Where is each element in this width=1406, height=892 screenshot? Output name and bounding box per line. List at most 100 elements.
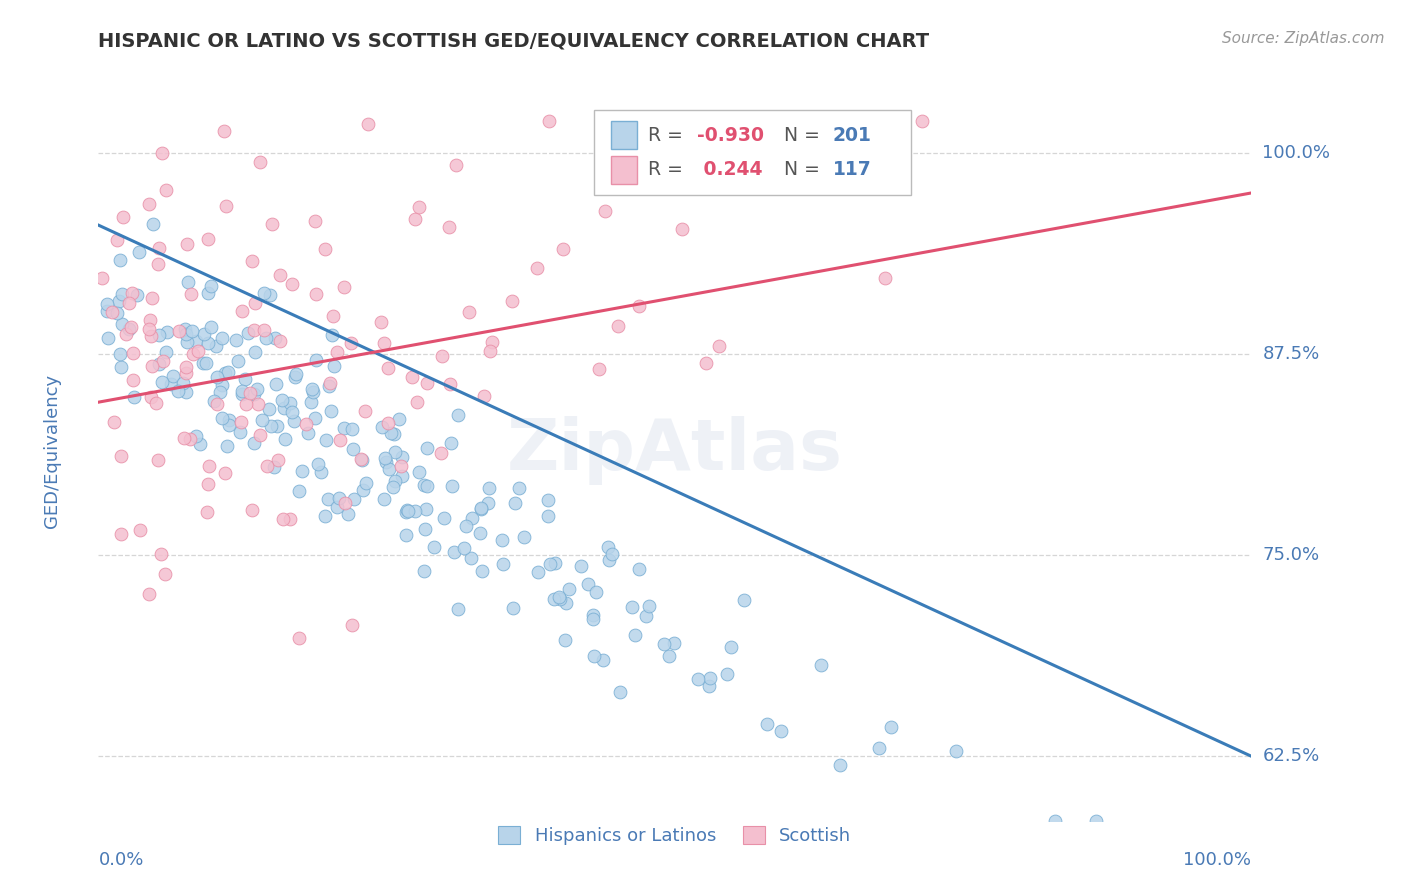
Point (380, 426, 402, 441)
Point (250, 413, 273, 427)
Point (254, 331, 277, 345)
Point (181, 324, 204, 338)
Point (527, 565, 550, 579)
Point (146, 258, 169, 272)
FancyBboxPatch shape (595, 110, 911, 195)
Point (211, 377, 233, 392)
Point (339, 336, 361, 351)
Point (491, 533, 513, 548)
Point (830, 758, 852, 772)
Point (658, 649, 681, 664)
Point (149, 547, 172, 561)
Point (544, 557, 567, 571)
Point (122, 373, 145, 387)
Point (569, 559, 592, 574)
Point (492, 557, 515, 571)
Point (505, 496, 527, 510)
Text: R =: R = (648, 126, 689, 145)
Point (319, 376, 342, 390)
Point (373, 492, 395, 507)
Point (373, 335, 395, 350)
Point (281, 277, 304, 291)
Point (96, 304, 118, 318)
Point (211, 331, 233, 345)
Point (707, 339, 730, 353)
Point (262, 217, 284, 231)
Point (770, 723, 793, 738)
Text: Source: ZipAtlas.com: Source: ZipAtlas.com (1222, 31, 1385, 46)
Point (354, 404, 377, 418)
Point (555, 596, 578, 610)
Point (202, 394, 225, 409)
Point (443, 545, 465, 559)
Point (654, 637, 676, 651)
Point (193, 327, 215, 342)
Point (141, 291, 163, 305)
Point (328, 491, 350, 506)
Point (316, 491, 339, 506)
Point (111, 210, 134, 224)
Point (627, 300, 650, 314)
Point (96, 297, 118, 311)
Point (301, 384, 323, 399)
Point (945, 744, 967, 758)
Point (180, 287, 202, 301)
Point (209, 385, 232, 400)
Point (217, 365, 239, 379)
Point (873, 271, 896, 285)
Point (583, 648, 606, 663)
Point (596, 541, 619, 555)
Point (401, 369, 423, 384)
Point (179, 432, 201, 446)
Point (197, 286, 219, 301)
Point (231, 303, 253, 318)
Point (444, 159, 467, 173)
Point (404, 212, 426, 227)
Point (197, 477, 219, 491)
Point (454, 518, 477, 533)
Point (446, 602, 468, 616)
Point (253, 323, 276, 337)
Point (108, 294, 131, 309)
Point (332, 280, 354, 294)
Point (176, 334, 198, 349)
Point (215, 439, 238, 453)
Point (479, 344, 502, 359)
Point (810, 657, 832, 672)
Point (406, 395, 429, 409)
Point (270, 393, 292, 408)
Point (433, 511, 456, 525)
Point (408, 200, 430, 214)
Point (340, 422, 363, 436)
Point (148, 328, 170, 343)
Point (141, 359, 163, 373)
Point (513, 530, 536, 544)
Point (720, 640, 742, 654)
Point (110, 527, 132, 541)
Point (238, 326, 260, 340)
Point (304, 214, 326, 228)
Point (592, 653, 614, 667)
Point (122, 390, 145, 404)
Point (246, 397, 269, 411)
Point (281, 405, 304, 419)
Point (593, 204, 616, 219)
Point (315, 433, 337, 447)
Point (197, 335, 219, 350)
Point (305, 352, 328, 367)
Text: 100.0%: 100.0% (1263, 144, 1330, 161)
Point (439, 219, 461, 234)
Point (195, 505, 218, 519)
Point (389, 459, 412, 474)
Point (211, 410, 233, 425)
Point (357, 117, 380, 131)
Point (148, 357, 170, 371)
Point (634, 609, 657, 624)
Point (214, 366, 236, 380)
Point (128, 524, 150, 538)
Point (333, 421, 356, 435)
Point (600, 547, 623, 561)
Point (416, 376, 439, 390)
Point (329, 433, 352, 447)
Point (558, 582, 581, 596)
